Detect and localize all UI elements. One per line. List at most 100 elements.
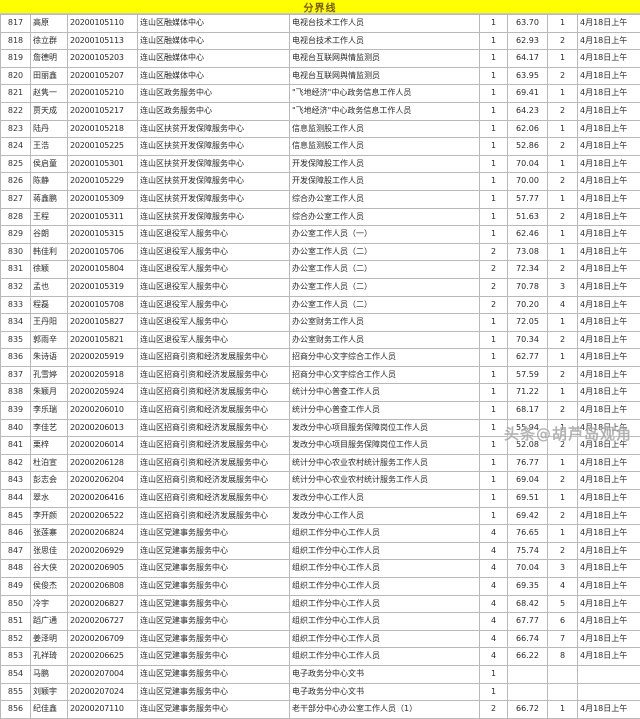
cell-exam-id[interactable]: 20200206808 [68,578,138,596]
cell-position[interactable]: 办公室工作人员（二） [290,261,480,279]
cell-seq[interactable]: 819 [1,50,31,68]
cell-headcount[interactable]: 1 [480,67,508,85]
cell-rank[interactable]: 1 [548,349,578,367]
cell-score[interactable]: 73.08 [508,243,548,261]
cell-rank[interactable]: 1 [548,701,578,719]
cell-score[interactable]: 57.59 [508,366,548,384]
cell-rank[interactable]: 5 [548,595,578,613]
cell-rank[interactable]: 4 [548,578,578,596]
cell-interview-date[interactable]: 4月18日上午 [578,173,640,191]
cell-headcount[interactable]: 1 [480,507,508,525]
cell-exam-id[interactable]: 20200206416 [68,490,138,508]
cell-interview-date[interactable]: 4月18日上午 [578,472,640,490]
cell-seq[interactable]: 853 [1,648,31,666]
cell-rank[interactable]: 2 [548,402,578,420]
cell-headcount[interactable]: 2 [480,701,508,719]
cell-exam-id[interactable]: 20200105311 [68,208,138,226]
cell-headcount[interactable]: 1 [480,120,508,138]
cell-position[interactable]: "飞地经济"中心政务信息工作人员 [290,85,480,103]
cell-exam-id[interactable]: 20200105315 [68,226,138,244]
cell-organization[interactable]: 连山区退役军人服务中心 [138,331,290,349]
cell-organization[interactable]: 连山区党建事务服务中心 [138,630,290,648]
cell-name[interactable]: 程磊 [31,296,68,314]
cell-seq[interactable]: 843 [1,472,31,490]
cell-name[interactable]: 詹德明 [31,50,68,68]
cell-exam-id[interactable]: 20200105218 [68,120,138,138]
cell-position[interactable]: 统计分中心农业农村统计服务工作人员 [290,454,480,472]
cell-position[interactable]: 信息监测股工作人员 [290,138,480,156]
cell-name[interactable]: 贾天成 [31,102,68,120]
cell-headcount[interactable]: 1 [480,102,508,120]
cell-exam-id[interactable]: 20200105217 [68,102,138,120]
cell-name[interactable]: 王丹阳 [31,314,68,332]
cell-position[interactable]: 统计分中心普查工作人员 [290,402,480,420]
cell-organization[interactable]: 连山区党建事务服务中心 [138,665,290,683]
cell-seq[interactable]: 851 [1,613,31,631]
cell-seq[interactable]: 827 [1,190,31,208]
cell-seq[interactable]: 826 [1,173,31,191]
cell-exam-id[interactable]: 20200105821 [68,331,138,349]
cell-position[interactable]: 发改分中心项目服务保障岗位工作人员 [290,419,480,437]
cell-exam-id[interactable]: 20200206013 [68,419,138,437]
cell-interview-date[interactable] [578,665,640,683]
cell-headcount[interactable]: 1 [480,683,508,701]
cell-position[interactable]: 办公室工作人员（二） [290,243,480,261]
cell-name[interactable]: 王程 [31,208,68,226]
cell-position[interactable]: 组织工作分中心工作人员 [290,595,480,613]
cell-seq[interactable]: 836 [1,349,31,367]
cell-interview-date[interactable] [578,683,640,701]
cell-organization[interactable]: 连山区党建事务服务中心 [138,595,290,613]
cell-seq[interactable]: 834 [1,314,31,332]
cell-organization[interactable]: 连山区融媒体中心 [138,50,290,68]
cell-organization[interactable]: 连山区党建事务服务中心 [138,613,290,631]
cell-score[interactable]: 66.74 [508,630,548,648]
cell-name[interactable]: 栗梓 [31,437,68,455]
cell-position[interactable]: 发改分中心工作人员 [290,490,480,508]
cell-exam-id[interactable]: 20200205919 [68,349,138,367]
cell-interview-date[interactable]: 4月18日上午 [578,542,640,560]
cell-score[interactable]: 72.05 [508,314,548,332]
cell-rank[interactable]: 3 [548,278,578,296]
cell-score[interactable]: 52.08 [508,437,548,455]
cell-seq[interactable]: 824 [1,138,31,156]
cell-name[interactable]: 纪佳鑫 [31,701,68,719]
cell-position[interactable]: 组织工作分中心工作人员 [290,648,480,666]
cell-position[interactable]: 办公室工作人员（二） [290,296,480,314]
cell-exam-id[interactable]: 20200206128 [68,454,138,472]
cell-rank[interactable]: 7 [548,630,578,648]
cell-name[interactable]: 翠水 [31,490,68,508]
cell-interview-date[interactable]: 4月18日上午 [578,525,640,543]
cell-score[interactable]: 51.63 [508,208,548,226]
cell-rank[interactable]: 3 [548,560,578,578]
cell-name[interactable]: 杜泊宣 [31,454,68,472]
cell-score[interactable] [508,665,548,683]
cell-name[interactable]: 朱颖月 [31,384,68,402]
cell-position[interactable]: 电视台技术工作人员 [290,15,480,33]
cell-rank[interactable]: 1 [548,454,578,472]
cell-exam-id[interactable]: 20200105708 [68,296,138,314]
cell-position[interactable]: 组织工作分中心工作人员 [290,630,480,648]
cell-interview-date[interactable]: 4月18日上午 [578,349,640,367]
cell-name[interactable]: 徐颖 [31,261,68,279]
cell-score[interactable]: 64.23 [508,102,548,120]
cell-interview-date[interactable]: 4月18日上午 [578,67,640,85]
cell-interview-date[interactable]: 4月18日上午 [578,384,640,402]
cell-score[interactable]: 70.78 [508,278,548,296]
cell-exam-id[interactable]: 20200105804 [68,261,138,279]
cell-score[interactable]: 62.06 [508,120,548,138]
cell-score[interactable]: 68.42 [508,595,548,613]
cell-interview-date[interactable]: 4月18日上午 [578,314,640,332]
cell-headcount[interactable]: 1 [480,226,508,244]
